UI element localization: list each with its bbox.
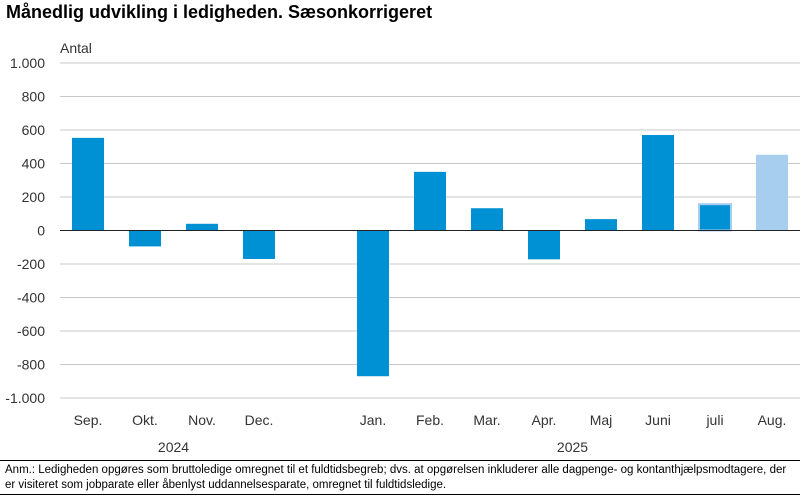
- y-tick-label: -200: [17, 256, 45, 272]
- x-tick-label: juli: [705, 412, 723, 428]
- bar: [357, 230, 389, 377]
- footnote: Anm.: Ledigheden opgøres som bruttoledig…: [5, 464, 787, 491]
- y-tick-label: -1.000: [5, 390, 45, 406]
- bar: [414, 171, 446, 231]
- y-tick-label: 0: [37, 223, 45, 239]
- x-tick-label: Feb.: [416, 412, 444, 428]
- bar: [585, 219, 617, 231]
- bar: [186, 223, 218, 231]
- x-tick-label: Mar.: [473, 412, 500, 428]
- chart-title: Månedlig udvikling i ledigheden. Sæsonko…: [6, 2, 433, 22]
- year-group-label: 2025: [557, 439, 588, 455]
- x-tick-label: Dec.: [245, 412, 274, 428]
- y-tick-label: 600: [22, 122, 46, 138]
- x-tick-label: Okt.: [132, 412, 158, 428]
- y-tick-label: 1.000: [10, 55, 45, 71]
- x-tick-label: Jan.: [360, 412, 386, 428]
- axes: 1.000 800 600 400 200 0 -200 -400 -600 -800 -1.000…: [5, 55, 800, 455]
- bar: [129, 230, 161, 247]
- bar: [698, 203, 732, 232]
- x-tick-label: Apr.: [532, 412, 557, 428]
- y-tick-label: 400: [22, 156, 46, 172]
- bar: [528, 230, 560, 260]
- y-tick-label: -800: [17, 357, 45, 373]
- note-divider: [0, 460, 800, 461]
- y-tick-label: 200: [22, 189, 46, 205]
- x-tick-label: Nov.: [188, 412, 216, 428]
- bar: [756, 154, 788, 231]
- y-tick-label: -400: [17, 290, 45, 306]
- bar: [243, 230, 275, 259]
- x-tick-label: Sep.: [74, 412, 103, 428]
- x-tick-label: Juni: [645, 412, 671, 428]
- bar: [642, 135, 674, 231]
- y-tick-label: -600: [17, 323, 45, 339]
- y-tick-label: 800: [22, 89, 46, 105]
- x-tick-label: Aug.: [758, 412, 787, 428]
- bar: [72, 137, 104, 231]
- y-axis-label: Antal: [60, 40, 92, 56]
- bars: [72, 135, 788, 377]
- bar: [471, 208, 503, 231]
- bar-chart: 1.000 800 600 400 200 0 -200 -400 -600 -800 -1.000…: [5, 40, 800, 455]
- year-group-label: 2024: [158, 439, 189, 455]
- x-tick-label: Maj: [590, 412, 613, 428]
